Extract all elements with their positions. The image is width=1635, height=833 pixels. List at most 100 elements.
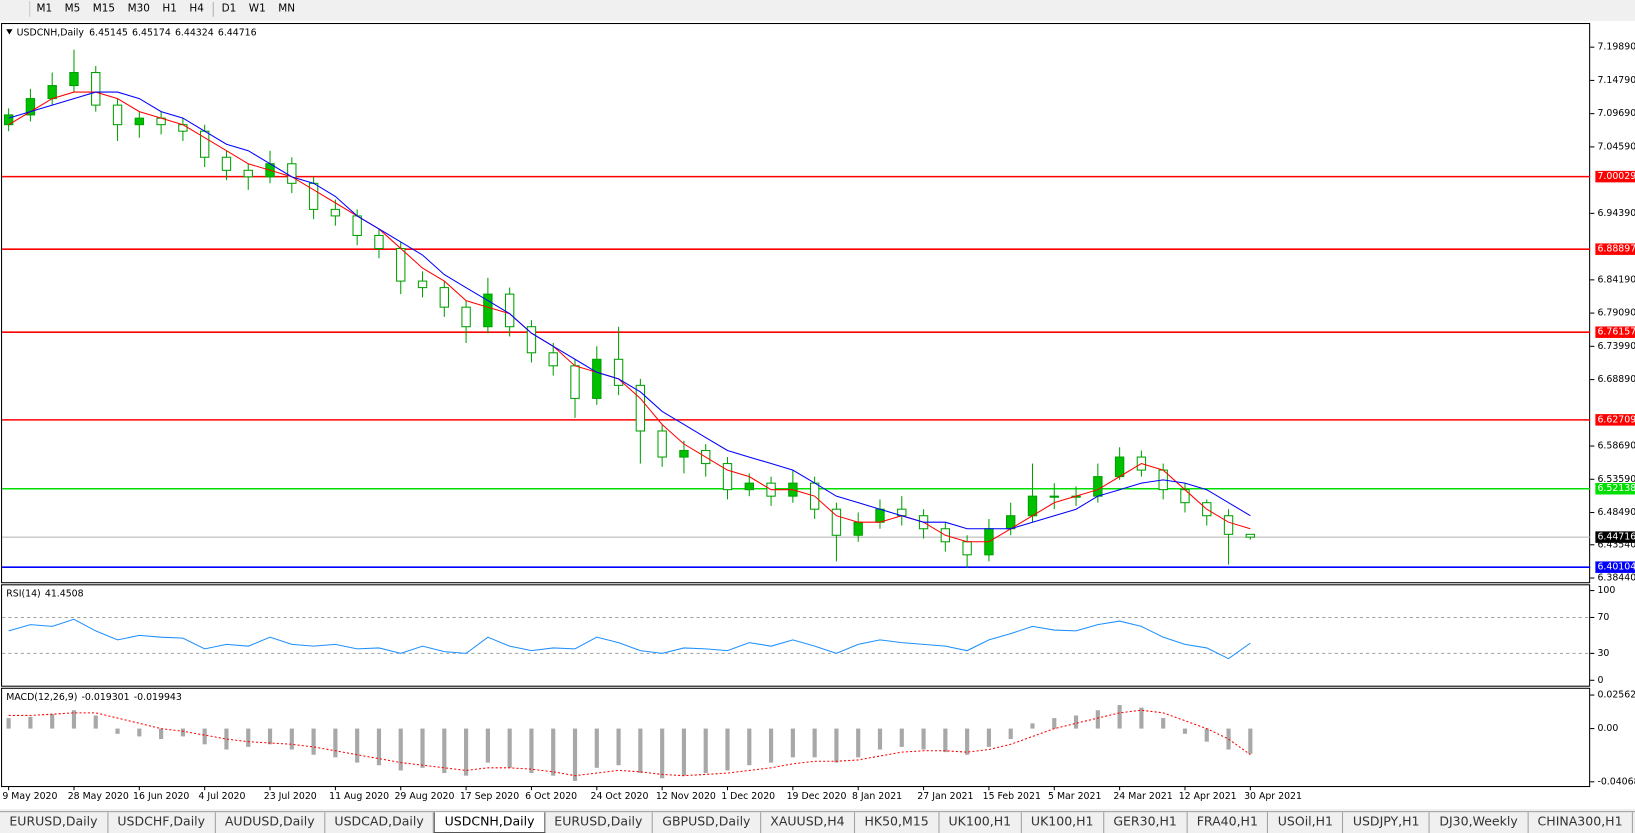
symbol-title: USDCNH,Daily (17, 27, 85, 38)
y-tick-label: 100 (1597, 585, 1615, 596)
chart-tab[interactable]: UK100,H1 (939, 812, 1022, 833)
collapse-icon[interactable] (6, 29, 13, 35)
timeframe-button[interactable]: M1 (36, 3, 53, 15)
timeframe-button[interactable]: M15 (92, 3, 116, 15)
chart-tab[interactable]: HK50,M15 (855, 812, 940, 833)
macd-bar (1226, 728, 1231, 750)
rsi-panel (1, 584, 1591, 687)
macd-bar (812, 728, 817, 758)
timeframe-button[interactable]: MN (278, 3, 296, 15)
timeframe-button[interactable]: H1 (162, 3, 177, 15)
macd-bar (747, 728, 752, 766)
macd-bar (355, 728, 360, 763)
level-price-box (1595, 414, 1635, 426)
macd-title: MACD(12,26,9) (6, 692, 77, 703)
macd-bar (638, 728, 643, 774)
chart-tab[interactable]: DJ30,Weekly (1430, 812, 1529, 833)
candle-body (308, 182, 319, 210)
macd-bar (311, 728, 316, 755)
timeframe-button[interactable]: M30 (127, 3, 150, 15)
timeframe-button[interactable]: W1 (248, 3, 266, 15)
candle-body (635, 384, 646, 432)
candle-body (853, 521, 863, 536)
rsi-title: RSI(14) (6, 588, 40, 599)
candle-body (3, 114, 14, 126)
macd-bar (965, 728, 970, 755)
macd-bar (1117, 705, 1122, 729)
macd-bar (115, 728, 120, 734)
chart-tab[interactable]: FRA40,H1 (1187, 812, 1269, 833)
macd-bar (50, 714, 55, 729)
chart-tab[interactable]: EURUSD,Daily (545, 812, 653, 833)
candle-body (417, 280, 428, 289)
x-tick-label: 17 Sep 2020 (460, 791, 519, 802)
x-tick-label: 11 Aug 2020 (329, 791, 389, 802)
candle-body (1114, 456, 1125, 478)
macd-bar (768, 728, 774, 763)
x-tick-label: 28 May 2020 (68, 791, 129, 802)
macd-bar (1008, 728, 1013, 740)
chart-tab[interactable]: GBPUSD,Daily (653, 812, 761, 833)
candle-body (722, 463, 733, 491)
level-price-box (1595, 482, 1635, 495)
macd-bar (834, 728, 839, 763)
y-tick-label: 6.43540 (1597, 539, 1635, 550)
macd-panel (1, 687, 1591, 788)
macd-bar (660, 728, 665, 779)
macd-bar (93, 715, 98, 729)
chart-tab[interactable]: USDJPY,H1 (1343, 812, 1430, 833)
y-tick-label: 30 (1597, 648, 1609, 659)
macd-bar (71, 710, 77, 729)
chart-tab[interactable]: GER30,H1 (1104, 812, 1188, 833)
main-header: USDCNH,Daily 6.45145 6.45174 6.44324 6.44716 (17, 27, 257, 38)
chart-tab[interactable]: EURUSD,Daily (0, 812, 108, 833)
macd-bar (267, 728, 273, 745)
candle-body (1049, 495, 1059, 498)
x-tick-label: 4 Jul 2020 (198, 791, 245, 802)
y-tick-label: 0 (1597, 675, 1603, 686)
candle-body (47, 85, 57, 100)
macd-bar (943, 728, 948, 753)
candle-body (1223, 515, 1234, 535)
chart-tab[interactable]: CHINA300,H1 (1528, 812, 1633, 833)
macd-bar (1095, 710, 1100, 729)
macd-bar (681, 728, 687, 776)
timeframe-button[interactable]: H4 (189, 3, 204, 15)
chart-tab[interactable]: USOil,H1 (1268, 812, 1344, 833)
chart-tab[interactable]: USDCHF,Daily (108, 812, 216, 833)
chart-tab[interactable]: USDCNH,Daily (434, 812, 545, 833)
candle-body (243, 169, 253, 178)
x-tick-label: 5 Mar 2021 (1048, 791, 1101, 802)
open-value: 6.45145 (89, 27, 128, 38)
macd-bar (376, 728, 382, 766)
macd-bar (1030, 723, 1035, 729)
macd-bar (877, 728, 883, 750)
signal-line (8, 709, 1251, 777)
chart-tab[interactable]: USDCAD,Daily (325, 812, 435, 833)
macd-bar (246, 728, 251, 747)
chart-tab[interactable]: UK100,H1 (1022, 812, 1104, 833)
macd-bar (790, 728, 795, 758)
timeframe-button[interactable]: M5 (64, 3, 81, 15)
candle-body (1093, 476, 1103, 497)
y-tick-label: 6.94390 (1597, 208, 1635, 219)
timeframe-button[interactable]: D1 (221, 3, 237, 15)
chart-tab[interactable]: XAUUSD,H4 (761, 812, 856, 833)
x-tick-label: 1 Dec 2020 (721, 791, 775, 802)
level-price-box (1595, 326, 1635, 338)
level-price-label: 6.88897 (1597, 244, 1635, 255)
chart-tab[interactable]: AUDUSD,Daily (215, 812, 326, 833)
tool-icon[interactable] (0, 1, 31, 17)
macd-bar (986, 728, 992, 747)
macd-bar (224, 728, 229, 750)
macd-bar (333, 728, 338, 758)
macd-bar (507, 728, 512, 768)
y-tick-label: 7.14790 (1597, 75, 1635, 86)
macd-bar (6, 718, 11, 729)
macd-bar (159, 728, 164, 740)
y-tick-label: 6.38440 (1597, 573, 1635, 584)
macd-header: MACD(12,26,9) -0.019301 -0.019943 (6, 692, 182, 703)
rsi-header: RSI(14) 41.4508 (6, 588, 83, 599)
main-panel (1, 22, 1591, 584)
